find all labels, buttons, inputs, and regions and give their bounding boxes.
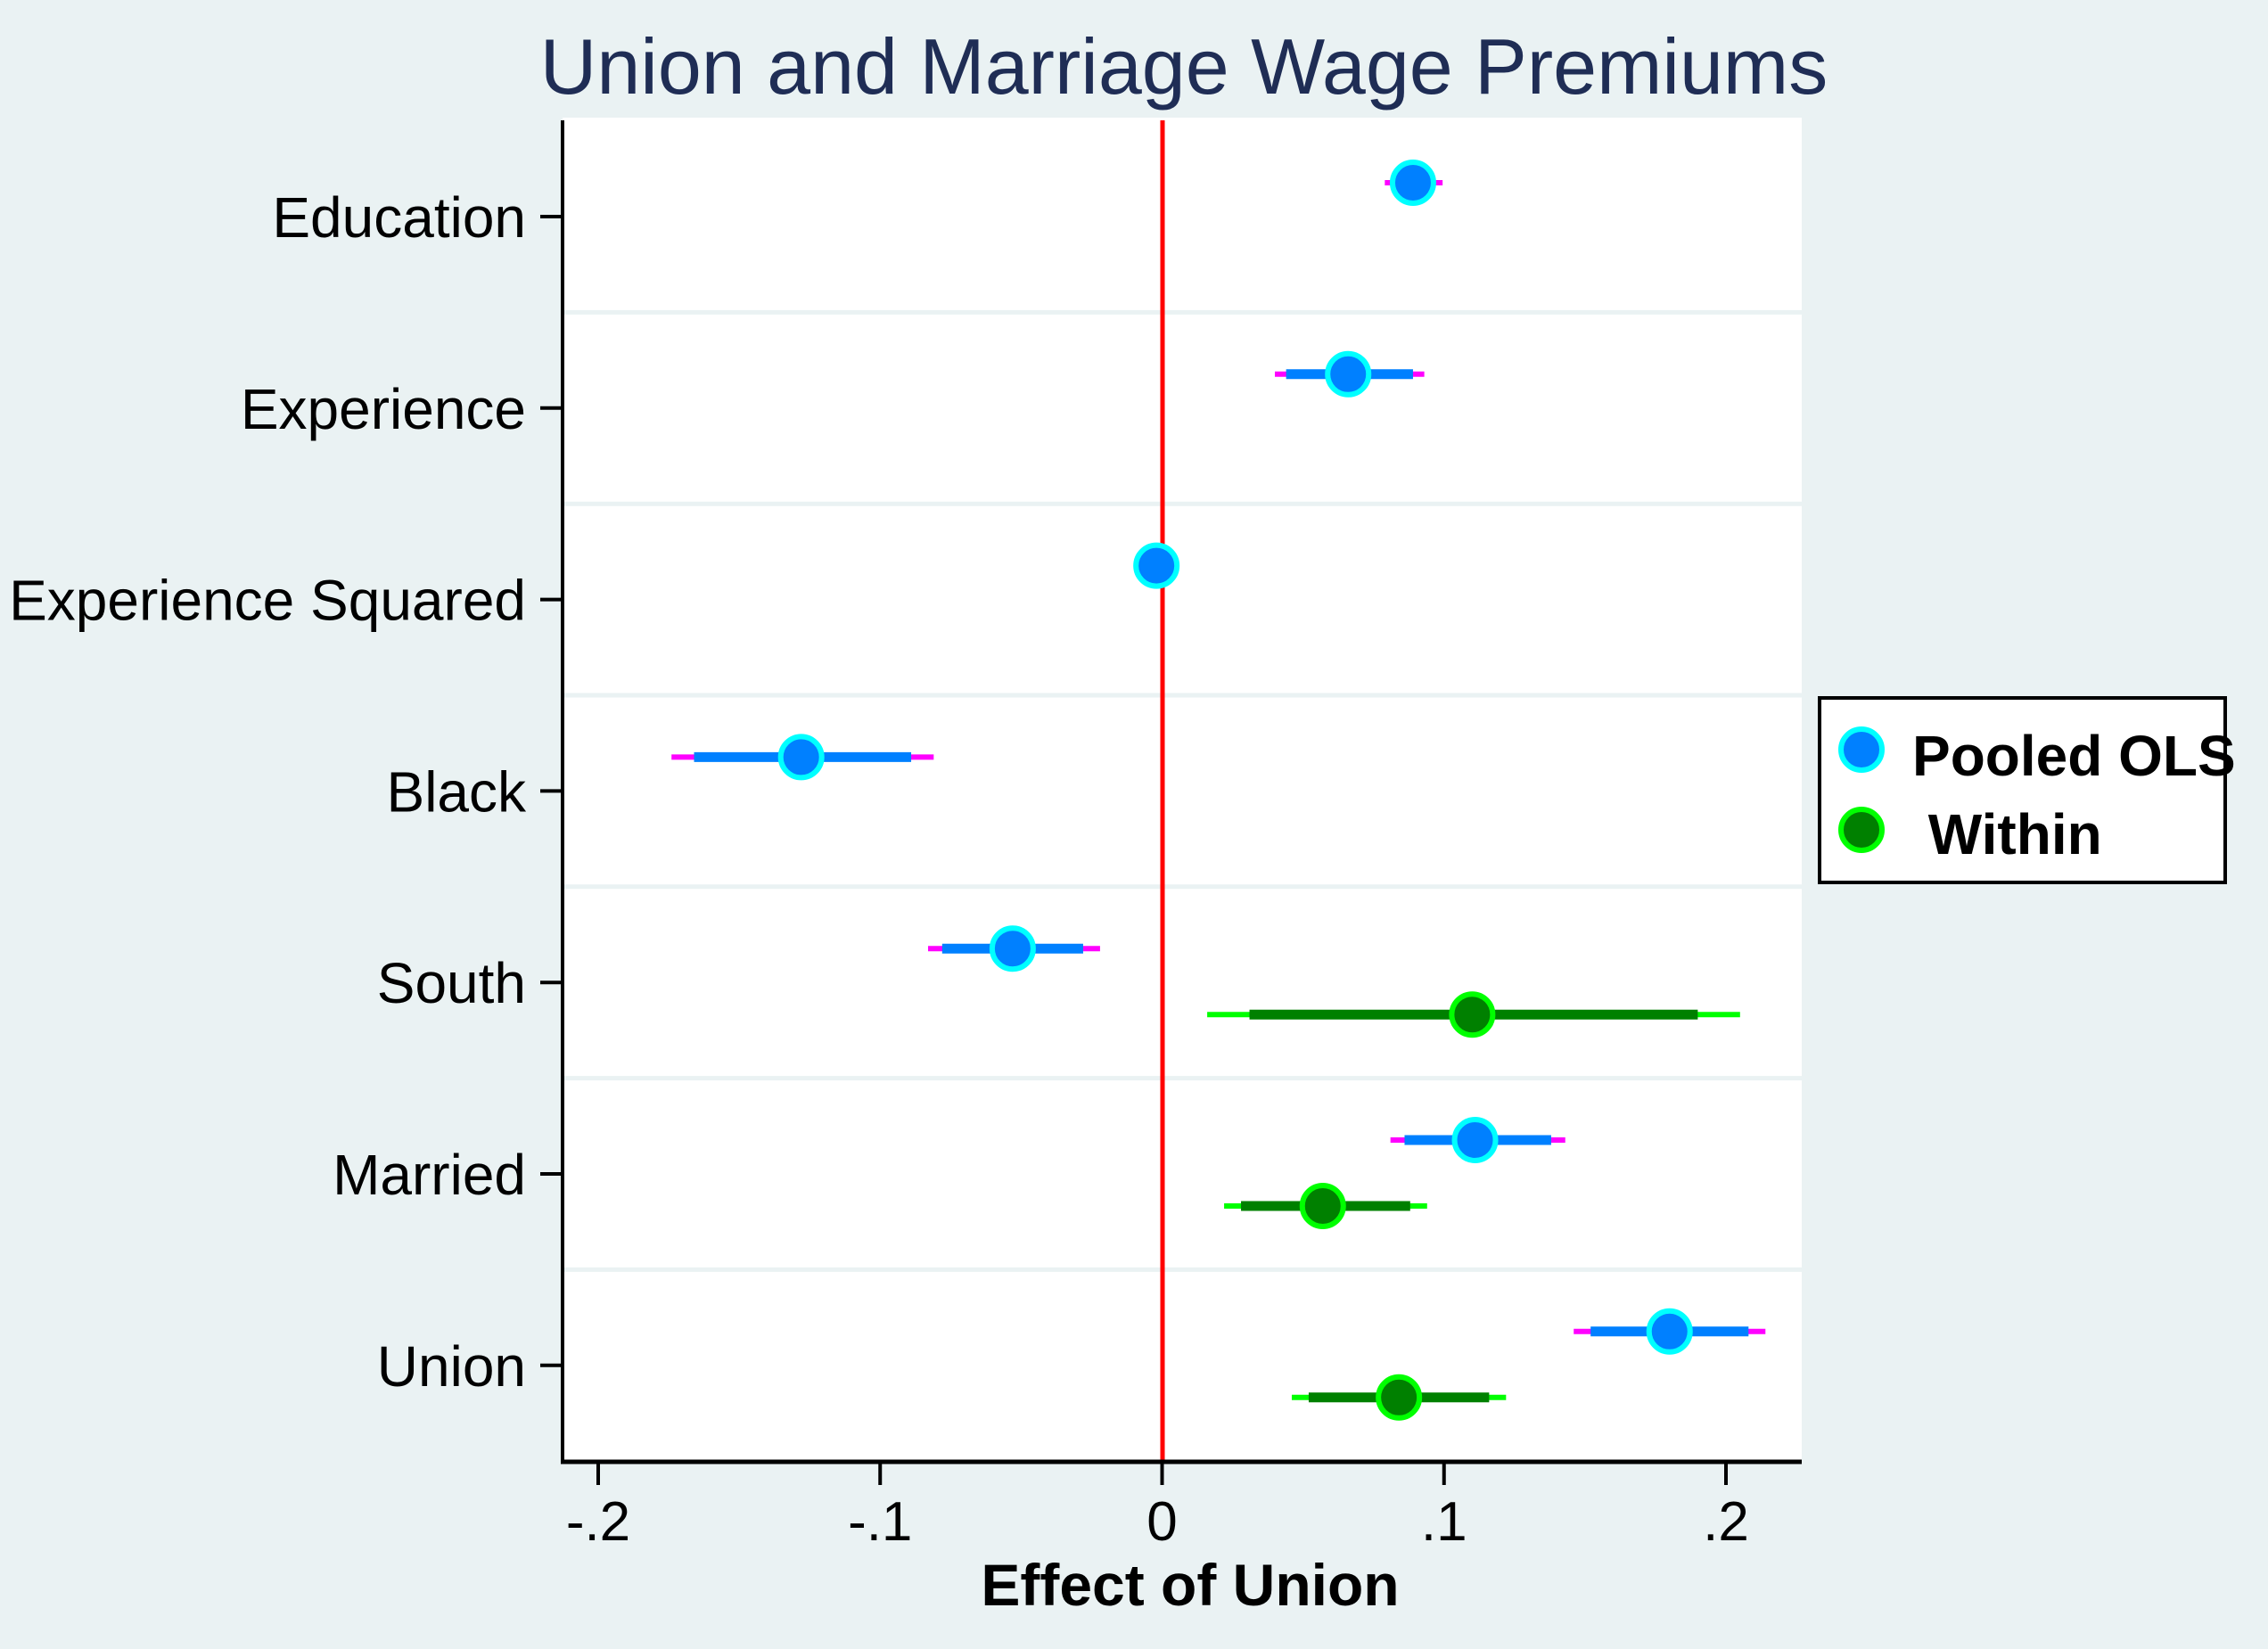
legend-item-pooled-ols: Pooled OLS bbox=[1838, 724, 2236, 788]
within-marker-icon bbox=[1838, 807, 1885, 853]
coef-point-pooled-ols bbox=[1574, 1308, 1766, 1355]
x-tick-label: -.2 bbox=[566, 1491, 630, 1553]
point-marker bbox=[1299, 1183, 1346, 1229]
point-marker bbox=[777, 734, 825, 781]
point-marker bbox=[1451, 1117, 1499, 1163]
pooled-ols-marker-icon bbox=[1838, 726, 1885, 773]
coef-point-within bbox=[1291, 1374, 1507, 1421]
y-tick-label: Experience bbox=[241, 377, 526, 441]
legend-item-within: Within bbox=[1838, 802, 2102, 866]
y-tick-label: Union bbox=[377, 1334, 526, 1399]
coef-point-pooled-ols bbox=[1133, 542, 1180, 589]
x-axis-ticks: -.2 -.1 0 .1 .2 bbox=[566, 1463, 1749, 1553]
coef-point-pooled-ols bbox=[1385, 160, 1443, 206]
coef-point-within bbox=[1207, 991, 1740, 1038]
y-tick-label: Black bbox=[387, 759, 528, 824]
plot-area bbox=[563, 118, 1802, 1462]
point-marker bbox=[1325, 350, 1372, 398]
legend-label-within: Within bbox=[1912, 802, 2102, 866]
y-tick-label: Experience Squared bbox=[9, 569, 526, 633]
x-tick-label: -.1 bbox=[848, 1491, 912, 1553]
chart-title: Union and Marriage Wage Premiums bbox=[540, 22, 1828, 111]
point-marker bbox=[1133, 542, 1180, 589]
point-marker bbox=[1376, 1374, 1423, 1421]
coef-point-pooled-ols bbox=[1390, 1117, 1565, 1163]
x-tick-label: .2 bbox=[1703, 1491, 1749, 1553]
y-tick-label: Education bbox=[272, 185, 526, 250]
point-marker bbox=[1389, 160, 1436, 206]
y-tick-label: South bbox=[377, 951, 526, 1015]
coef-point-within bbox=[1224, 1183, 1427, 1229]
point-marker bbox=[1646, 1308, 1693, 1355]
y-tick-label: Married bbox=[333, 1143, 526, 1207]
legend-label-pooled-ols: Pooled OLS bbox=[1912, 724, 2236, 788]
coef-point-pooled-ols bbox=[1275, 350, 1425, 398]
coef-point-pooled-ols bbox=[671, 734, 934, 781]
row-separators bbox=[563, 309, 1802, 1272]
legend-box bbox=[1818, 696, 2227, 884]
coef-point-pooled-ols bbox=[928, 925, 1100, 972]
legend: Pooled OLS Within bbox=[1818, 696, 2236, 884]
y-axis-labels: Education Experience Experience Squared Bla… bbox=[9, 185, 563, 1399]
point-marker bbox=[989, 925, 1036, 972]
x-axis-label: Effect of Union bbox=[981, 1552, 1399, 1618]
point-marker bbox=[1449, 991, 1496, 1038]
x-tick-label: 0 bbox=[1146, 1491, 1177, 1553]
coefficient-points bbox=[671, 160, 1766, 1421]
x-tick-label: .1 bbox=[1421, 1491, 1467, 1553]
